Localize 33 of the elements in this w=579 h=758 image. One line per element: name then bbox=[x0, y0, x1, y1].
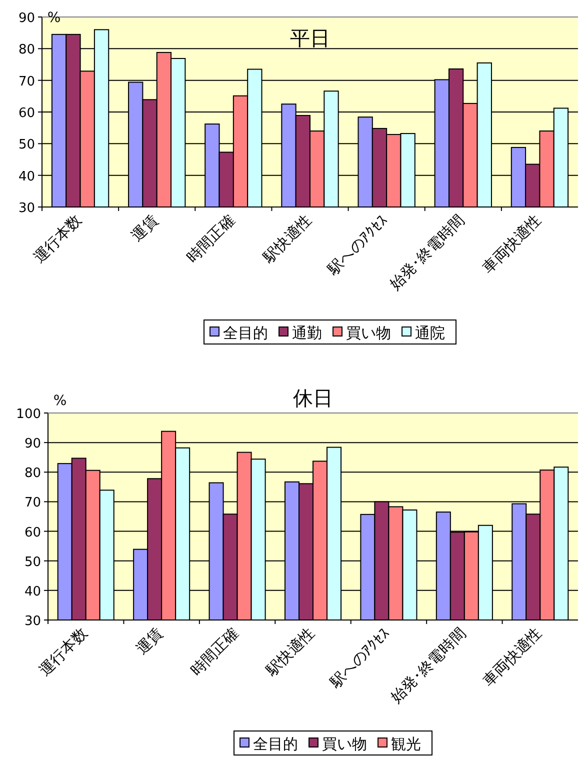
y-tick-label: 90 bbox=[18, 11, 35, 26]
y-tick-label: 50 bbox=[18, 138, 35, 153]
y-axis-title: % bbox=[53, 393, 67, 409]
y-tick-label: 40 bbox=[24, 584, 41, 600]
y-tick-label: 60 bbox=[18, 106, 35, 121]
y-tick-label: 40 bbox=[18, 169, 35, 184]
y-tick-label: 70 bbox=[18, 74, 35, 90]
x-tick-label: 運賃 bbox=[128, 211, 162, 246]
y-tick-label: 100 bbox=[16, 407, 41, 422]
x-tick-label: 車両快適性 bbox=[478, 211, 545, 277]
legend-label: 全目的 bbox=[223, 324, 268, 342]
legend-label: 観光 bbox=[391, 735, 421, 753]
text: 平日 bbox=[290, 26, 330, 50]
y-tick-label: 80 bbox=[18, 42, 35, 58]
x-tick-label: 車両快適性 bbox=[479, 624, 545, 690]
y-tick-label: 50 bbox=[24, 554, 41, 570]
legend-label: 買い物 bbox=[322, 735, 367, 753]
x-tick-label: 運賃 bbox=[132, 624, 166, 658]
legend-label: 全目的 bbox=[253, 735, 298, 753]
x-tick-label: 駅快適性 bbox=[262, 624, 318, 680]
x-tick-label: 時間正確 bbox=[186, 624, 242, 680]
legend-label: 通勤 bbox=[292, 324, 322, 342]
y-tick-label: 60 bbox=[24, 525, 41, 540]
legend-label: 通院 bbox=[415, 324, 445, 342]
x-tick-label: 時間正確 bbox=[183, 211, 238, 266]
x-tick-label: 駅へのｱｸｾｽ bbox=[326, 624, 394, 692]
x-tick-label: 駅快適性 bbox=[258, 211, 315, 267]
y-tick-label: 70 bbox=[24, 496, 41, 511]
legend-label: 買い物 bbox=[346, 324, 391, 342]
y-tick-label: 90 bbox=[24, 436, 41, 452]
chart-title: 休日 bbox=[293, 386, 333, 410]
y-axis-title: % bbox=[47, 10, 61, 26]
y-tick-label: 80 bbox=[24, 466, 41, 482]
